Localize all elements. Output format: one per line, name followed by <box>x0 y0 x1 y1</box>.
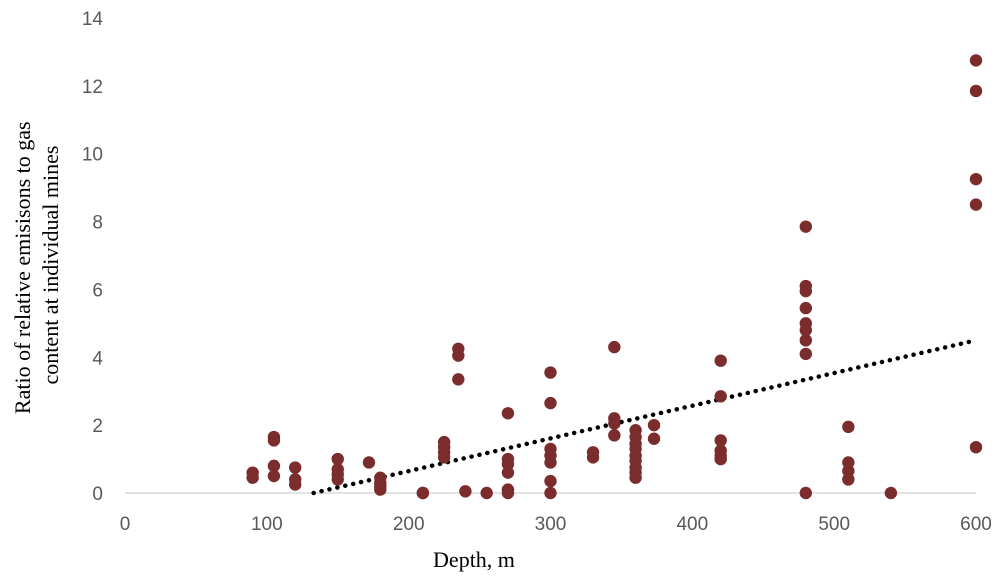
data-point <box>799 486 812 500</box>
y-tick-label: 4 <box>92 348 103 369</box>
data-point <box>608 429 621 442</box>
data-point <box>267 469 281 483</box>
data-point <box>647 432 661 445</box>
y-tick-label: 2 <box>92 416 103 437</box>
data-point <box>501 486 515 500</box>
x-tick-label: 500 <box>818 514 850 535</box>
data-point <box>714 354 727 367</box>
data-point <box>647 418 661 432</box>
data-point <box>799 220 812 233</box>
y-tick-label: 12 <box>82 77 103 98</box>
data-point <box>714 434 727 447</box>
data-point <box>884 486 898 500</box>
data-point <box>480 486 493 500</box>
data-point <box>544 456 557 469</box>
data-point <box>842 420 855 434</box>
x-axis-title: Depth, m <box>433 547 515 572</box>
data-point <box>452 373 465 386</box>
data-point <box>969 54 983 67</box>
data-points <box>246 54 983 500</box>
y-axis-title-line-2: content at individual mines <box>38 146 63 385</box>
data-point <box>799 284 812 298</box>
y-tick-label: 6 <box>92 280 103 301</box>
data-point <box>799 301 812 315</box>
data-point <box>969 440 983 454</box>
y-tick-label: 14 <box>82 9 104 30</box>
data-point <box>842 456 855 469</box>
data-point <box>246 471 259 484</box>
x-tick-label: 600 <box>960 514 992 535</box>
data-point <box>331 473 344 486</box>
y-tick-label: 10 <box>82 145 103 166</box>
data-point <box>629 471 642 484</box>
trendline <box>311 338 979 496</box>
data-point <box>374 483 387 496</box>
data-point <box>544 366 557 379</box>
x-tick-label: 100 <box>251 514 283 535</box>
data-point <box>842 473 855 486</box>
x-tick-label: 300 <box>535 514 567 535</box>
data-point <box>544 474 557 488</box>
data-point <box>267 459 281 473</box>
data-point <box>362 456 376 469</box>
data-point <box>452 349 465 362</box>
data-point <box>969 172 983 186</box>
data-point <box>842 464 855 478</box>
data-point <box>586 451 600 464</box>
data-point <box>969 84 983 98</box>
y-tick-labels: 0 2 4 6 8 10 12 14 <box>82 9 104 505</box>
y-tick-label: 8 <box>92 213 103 234</box>
data-point <box>544 396 557 410</box>
data-point <box>608 417 621 430</box>
data-point <box>501 466 515 479</box>
x-tick-labels: 0 100 200 300 400 500 600 <box>120 514 992 535</box>
data-point <box>267 434 281 447</box>
data-point <box>501 457 515 471</box>
y-axis-title: Ratio of relative emisisons to gas conte… <box>10 116 63 414</box>
data-point <box>714 390 727 403</box>
x-tick-label: 200 <box>393 514 425 535</box>
data-point <box>714 452 727 466</box>
data-point <box>608 340 621 354</box>
data-point <box>459 485 472 498</box>
data-point <box>799 347 812 361</box>
data-point <box>437 451 451 464</box>
x-tick-label: 400 <box>676 514 708 535</box>
data-point <box>799 323 812 337</box>
data-point <box>544 486 557 500</box>
data-point <box>416 486 430 500</box>
data-point <box>289 461 302 474</box>
y-axis-title-line-1: Ratio of relative emisisons to gas <box>10 121 35 414</box>
data-point <box>969 198 983 211</box>
data-point <box>289 478 302 491</box>
x-tick-label: 0 <box>120 514 131 535</box>
data-point <box>501 407 515 420</box>
y-tick-label: 0 <box>92 484 103 505</box>
data-point <box>799 334 812 347</box>
data-point <box>331 452 344 466</box>
